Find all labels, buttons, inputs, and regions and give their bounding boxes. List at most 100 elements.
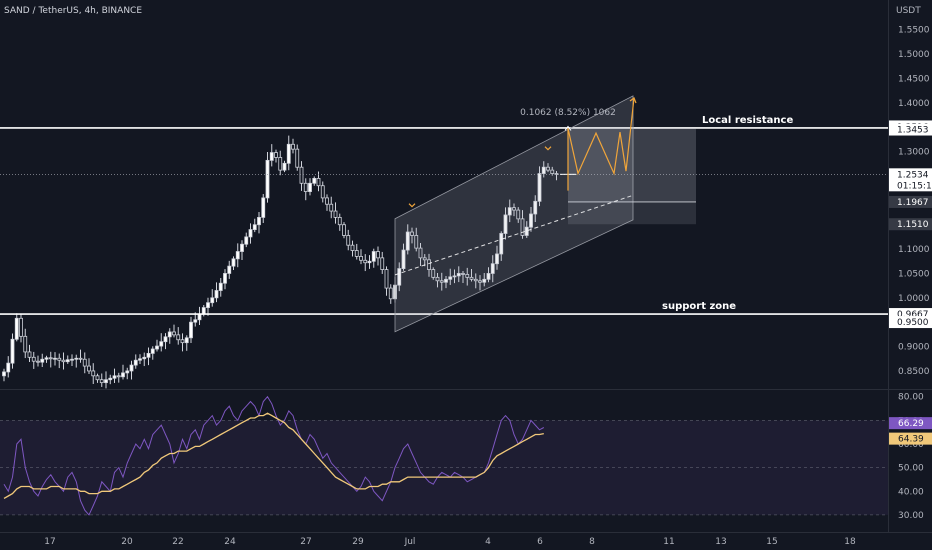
candle-body xyxy=(524,226,529,236)
candle-body xyxy=(201,307,206,315)
candle-body xyxy=(99,379,104,384)
candle-body xyxy=(435,276,440,282)
candle-body xyxy=(244,236,249,245)
projection-zone-upper xyxy=(568,127,696,202)
candle-body xyxy=(269,152,274,161)
measure-arrow-icon xyxy=(564,125,572,131)
rsi-tick-label: 30.00 xyxy=(898,511,924,521)
candle-body xyxy=(533,200,538,215)
candle-body xyxy=(155,345,159,350)
candle-body xyxy=(70,358,74,361)
candle-body xyxy=(410,231,414,236)
price-tag-label: 0.9667 xyxy=(897,310,929,320)
candle-body xyxy=(478,280,482,283)
time-tick-label: Jul xyxy=(404,537,416,547)
candle-body xyxy=(129,364,134,372)
rsi-tick-label: 60.00 xyxy=(898,440,924,450)
candle-body xyxy=(172,331,176,336)
support-label: support zone xyxy=(662,301,736,312)
price-tag-label: 01:15:17 xyxy=(897,181,932,191)
price-tag xyxy=(889,316,932,329)
candle-body xyxy=(274,152,278,158)
candle-body xyxy=(19,317,23,337)
candle-body xyxy=(78,357,83,360)
candle-body xyxy=(6,362,11,373)
candle-body xyxy=(554,173,559,175)
measure-label: 0.1062 (8.52%) 1062 xyxy=(520,108,616,118)
candle-body xyxy=(499,233,504,255)
rsi-ma-line xyxy=(3,412,544,499)
candle-body xyxy=(397,268,402,286)
candle-body xyxy=(401,249,406,269)
candle-body xyxy=(371,251,376,262)
candle-body xyxy=(546,166,550,171)
pivot-marker-icon xyxy=(544,146,552,151)
candle-body xyxy=(261,197,266,218)
candle-body xyxy=(482,278,487,283)
price-tick-label: 1.5500 xyxy=(898,26,930,36)
price-tag-label: 0.9500 xyxy=(897,318,929,328)
candle-body xyxy=(529,213,533,228)
candle-body xyxy=(495,253,499,265)
candle-body xyxy=(367,260,372,264)
time-tick-label: 22 xyxy=(172,537,183,547)
candle-body xyxy=(316,178,321,187)
time-tick-label: 17 xyxy=(44,537,55,547)
price-tag-label: 1.1510 xyxy=(897,220,929,230)
price-tag-label: 1.3453 xyxy=(897,126,929,136)
candle-body xyxy=(146,352,151,358)
candle-body xyxy=(427,259,431,270)
candle-body xyxy=(342,224,346,236)
time-tick-label: 29 xyxy=(352,537,364,547)
candle-body xyxy=(133,359,138,366)
candle-body xyxy=(14,317,19,340)
candle-body xyxy=(116,375,121,378)
currency-label: USDT xyxy=(896,6,921,16)
drawings: Local resistance support zone 0.1062 (8.52… xyxy=(0,95,888,333)
candle-body xyxy=(159,341,164,347)
candle-body xyxy=(91,370,96,377)
candle-body xyxy=(286,143,291,164)
candle-body xyxy=(550,169,555,174)
candle-body xyxy=(486,273,491,280)
price-tag xyxy=(889,218,932,231)
candle-body xyxy=(104,379,108,384)
price-tick-label: 1.0000 xyxy=(898,294,930,304)
price-tick-label: 1.0500 xyxy=(898,269,930,279)
rsi-line xyxy=(3,395,545,516)
pivot-marker-icon xyxy=(408,203,416,208)
time-tick-label: 18 xyxy=(844,537,856,547)
price-tick-label: 0.8500 xyxy=(898,367,930,377)
rsi-tick-label: 40.00 xyxy=(898,487,924,497)
time-tick-label: 27 xyxy=(300,537,311,547)
candle-body xyxy=(65,359,70,363)
candle-body xyxy=(31,356,36,362)
candle-body xyxy=(312,178,317,184)
candle-body xyxy=(108,377,113,381)
candle-body xyxy=(163,336,168,343)
candle-body xyxy=(142,356,147,360)
projection-zone-lower xyxy=(568,201,696,225)
candle-body xyxy=(295,148,300,168)
candle-body xyxy=(431,269,436,278)
candle-body xyxy=(36,360,40,363)
candle-body xyxy=(150,348,155,354)
price-tag-label: 1.2534 xyxy=(897,170,929,180)
candle-body xyxy=(10,338,15,364)
candle-body xyxy=(138,358,142,361)
time-tick-label: 6 xyxy=(537,537,543,547)
resistance-label: Local resistance xyxy=(702,115,793,126)
candle-body xyxy=(125,370,130,374)
candle-body xyxy=(405,231,410,251)
price-tag xyxy=(889,179,932,192)
rsi-tick-label: 50.00 xyxy=(898,464,924,474)
candle-body xyxy=(507,207,512,216)
candle-body xyxy=(218,282,223,291)
candle-body xyxy=(520,218,525,236)
candle-body xyxy=(291,143,295,150)
rsi-value-tag-label: 66.29 xyxy=(898,419,924,429)
rsi-value-tag xyxy=(889,432,932,445)
price-tag xyxy=(889,123,932,136)
